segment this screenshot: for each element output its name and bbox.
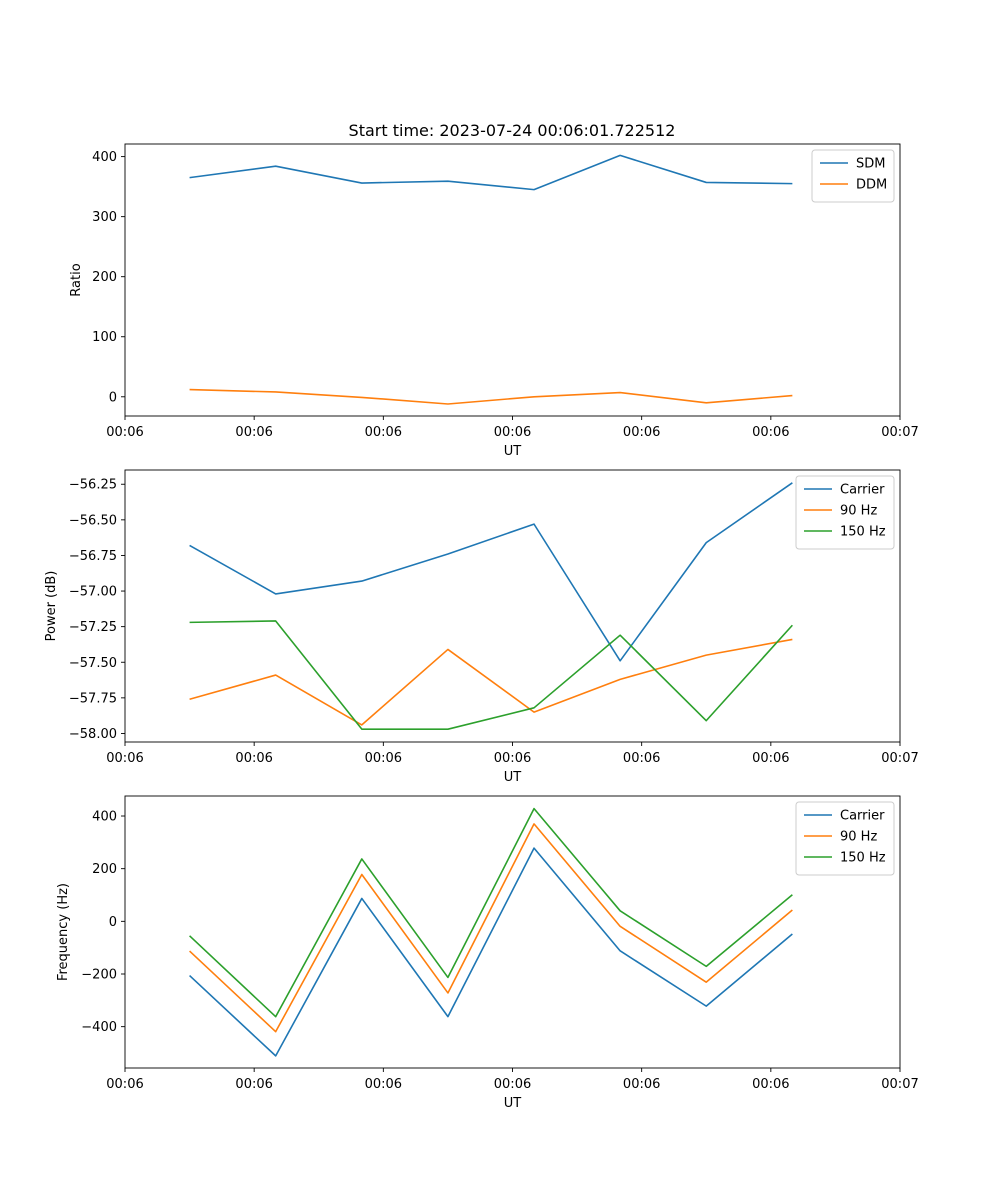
legend: SDM DDM [811, 149, 895, 203]
legend-label: Carrier [840, 809, 885, 824]
series-line-90-hz [189, 823, 793, 1033]
y-tick-label: 200 [92, 270, 117, 285]
series-line-150-hz [189, 807, 793, 1018]
y-axis-label: Ratio [69, 263, 84, 296]
y-axis-label: Power (dB) [44, 571, 59, 642]
y-tick-label: 400 [92, 150, 117, 165]
legend-label: 150 Hz [840, 525, 886, 540]
legend: Carrier 90 Hz 150 Hz [795, 475, 895, 550]
series-line-carrier [189, 482, 793, 662]
x-tick-label: 00:06 [623, 425, 660, 440]
legend-label: 90 Hz [840, 830, 877, 845]
legend-label: 90 Hz [840, 504, 877, 519]
x-tick-label: 00:06 [106, 751, 143, 766]
y-tick-label: 300 [92, 210, 117, 225]
panel-2: 00:06 00:06 00:06 00:06 00:06 00:06 00:07 −58.0… [44, 469, 919, 785]
x-tick-label: 00:06 [752, 751, 789, 766]
panel-3: 00:06 00:06 00:06 00:06 00:06 00:06 00:07 −400 −… [56, 795, 919, 1111]
x-tick-label: 00:07 [881, 751, 918, 766]
x-axis-label: UT [504, 1096, 522, 1111]
y-tick-label: −400 [81, 1020, 117, 1035]
x-tick-label: 00:06 [752, 1077, 789, 1092]
y-tick-label: 0 [109, 915, 117, 930]
legend-label: 150 Hz [840, 851, 886, 866]
x-tick-label: 00:06 [235, 751, 272, 766]
y-tick-label: −56.25 [69, 478, 117, 493]
legend-label: Carrier [840, 483, 885, 498]
y-tick-label: −57.50 [69, 656, 117, 671]
legend: Carrier 90 Hz 150 Hz [795, 801, 895, 876]
panels: 00:06 00:06 00:06 00:06 00:06 00:06 00:07 0 100 2… [44, 143, 919, 1111]
y-tick-label: 400 [92, 810, 117, 825]
y-tick-label: −56.50 [69, 513, 117, 528]
series-line-150-hz [189, 620, 793, 730]
x-tick-label: 00:06 [235, 1077, 272, 1092]
series-line-90-hz [189, 638, 793, 726]
x-tick-label: 00:06 [752, 425, 789, 440]
panel-1: 00:06 00:06 00:06 00:06 00:06 00:06 00:07 0 100 2… [69, 143, 919, 459]
y-tick-label: 100 [92, 330, 117, 345]
series-line-carrier [189, 847, 793, 1057]
x-tick-label: 00:07 [881, 1077, 918, 1092]
chart-title: Start time: 2023-07-24 00:06:01.722512 [349, 121, 676, 140]
y-tick-label: −57.75 [69, 691, 117, 706]
series-line-ddm [189, 388, 793, 405]
y-tick-label: −58.00 [69, 727, 117, 742]
x-tick-label: 00:06 [106, 425, 143, 440]
legend-label: DDM [856, 178, 887, 193]
x-tick-label: 00:07 [881, 425, 918, 440]
x-tick-label: 00:06 [365, 425, 402, 440]
series-line-sdm [189, 154, 793, 191]
x-tick-label: 00:06 [365, 751, 402, 766]
x-tick-label: 00:06 [106, 1077, 143, 1092]
y-tick-label: −56.75 [69, 549, 117, 564]
y-tick-label: 0 [109, 390, 117, 405]
x-tick-label: 00:06 [494, 1077, 531, 1092]
x-tick-label: 00:06 [494, 425, 531, 440]
x-tick-label: 00:06 [623, 1077, 660, 1092]
y-tick-label: 200 [92, 862, 117, 877]
x-axis-label: UT [504, 444, 522, 459]
x-tick-label: 00:06 [494, 751, 531, 766]
y-tick-label: −57.25 [69, 620, 117, 635]
x-axis-label: UT [504, 770, 522, 785]
x-tick-label: 00:06 [365, 1077, 402, 1092]
x-tick-label: 00:06 [235, 425, 272, 440]
y-tick-label: −200 [81, 967, 117, 982]
legend-label: SDM [856, 157, 885, 172]
y-tick-label: −57.00 [69, 585, 117, 600]
y-axis-label: Frequency (Hz) [56, 883, 71, 981]
x-tick-label: 00:06 [623, 751, 660, 766]
